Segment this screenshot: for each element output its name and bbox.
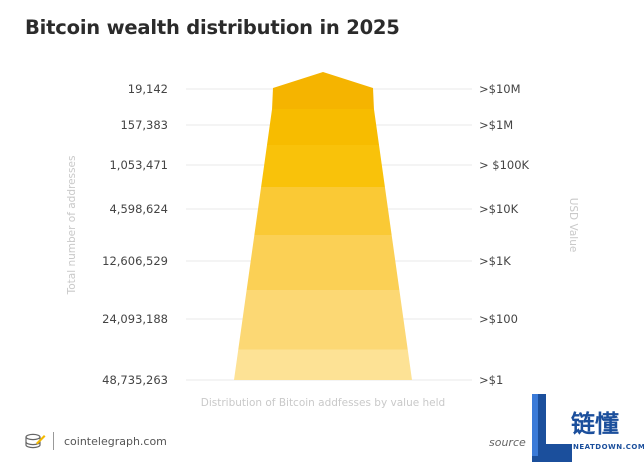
y-axis-title-left: Total number of addresses — [66, 156, 78, 296]
watermark-text: 链懂 — [571, 410, 619, 438]
address-count-label: 48,735,263 — [102, 373, 168, 387]
footer-brand[interactable]: cointelegraph.com — [64, 435, 167, 448]
address-count-label: 12,606,529 — [102, 254, 168, 268]
usd-value-label: >$100 — [479, 312, 518, 326]
address-count-label: 157,383 — [120, 118, 168, 132]
pyramid-band — [234, 349, 412, 380]
usd-value-label: >$10M — [479, 82, 521, 96]
usd-value-label: >$1 — [479, 373, 503, 387]
pyramid-bands — [234, 72, 412, 380]
pyramid-band — [272, 72, 374, 109]
pyramid-band — [266, 109, 380, 145]
footer-source[interactable]: source — [489, 436, 526, 449]
usd-value-label: >$10K — [479, 202, 519, 216]
pyramid-band — [254, 187, 392, 235]
pyramid-band — [238, 290, 408, 350]
tier-labels: 19,142 >$10M 157,383 >$1M 1,053,471 > $100K 4,… — [102, 82, 529, 387]
address-count-label: 1,053,471 — [109, 158, 168, 172]
usd-value-label: >$1M — [479, 118, 513, 132]
address-count-label: 19,142 — [128, 82, 168, 96]
cointelegraph-logo-icon — [25, 433, 46, 449]
usd-value-label: >$1K — [479, 254, 511, 268]
address-count-label: 24,093,188 — [102, 312, 168, 326]
watermark-subtext: NEATDOWN.COM — [573, 443, 644, 451]
chart-title: Bitcoin wealth distribution in 2025 — [25, 16, 400, 39]
y-axis-title-right: USD Value — [567, 198, 579, 253]
pyramid-band — [246, 235, 400, 290]
usd-value-label: > $100K — [479, 158, 530, 172]
pyramid-band — [261, 145, 385, 187]
address-count-label: 4,598,624 — [109, 202, 168, 216]
watermark-logo-icon — [532, 394, 572, 462]
footer-separator — [53, 432, 54, 450]
x-axis-title: Distribution of Bitcoin addfesses by val… — [201, 397, 445, 409]
